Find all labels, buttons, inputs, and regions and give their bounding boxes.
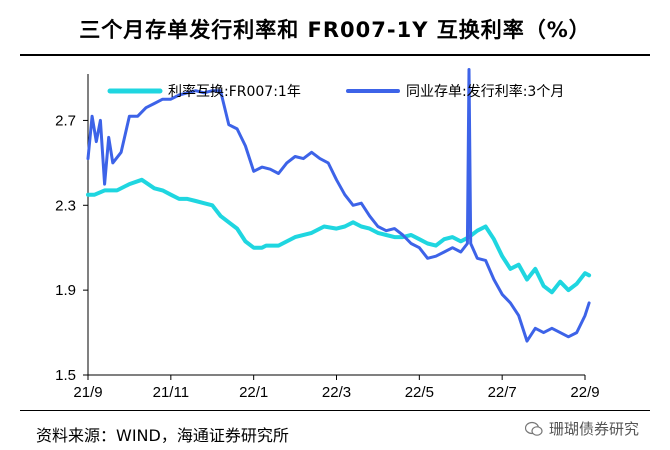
chart-title: 三个月存单发行利率和 FR007-1Y 互换利率（%） (79, 18, 591, 42)
x-tick-label: 21/9 (73, 384, 102, 401)
legend-label: 同业存单:发行利率:3个月 (406, 83, 564, 100)
top-rule (20, 54, 650, 56)
y-tick-label: 1.5 (55, 367, 76, 384)
series-line-swap (86, 177, 592, 295)
y-tick-label: 2.7 (55, 112, 76, 129)
wechat-icon (525, 421, 543, 436)
chart-axes: 1.5 1.9 2.3 2.7 21/9 21/11 22/1 22/3 22/5 22/7 22/… (55, 74, 600, 401)
series-line-ncd (86, 68, 591, 343)
chart-legend: 利率互换:FR007:1年 同业存单:发行利率:3个月 (107, 83, 564, 100)
x-tick-label: 22/7 (488, 384, 517, 401)
x-tick-label: 22/9 (570, 384, 599, 401)
source-note: 资料来源：WIND，海通证券研究所 (36, 426, 289, 445)
x-tick-label: 21/11 (153, 384, 189, 401)
x-tick-label: 22/5 (405, 384, 434, 401)
watermark-text: 珊瑚债券研究 (549, 420, 640, 438)
x-tick-label: 22/1 (239, 384, 268, 401)
chart-lines (86, 68, 592, 343)
y-tick-label: 1.9 (55, 282, 76, 299)
watermark: 珊瑚债券研究 (525, 418, 639, 439)
x-tick-label: 22/3 (322, 384, 351, 401)
y-tick-label: 2.3 (55, 197, 76, 214)
legend-label: 利率互换:FR007:1年 (168, 83, 301, 100)
bottom-rule (20, 410, 650, 411)
